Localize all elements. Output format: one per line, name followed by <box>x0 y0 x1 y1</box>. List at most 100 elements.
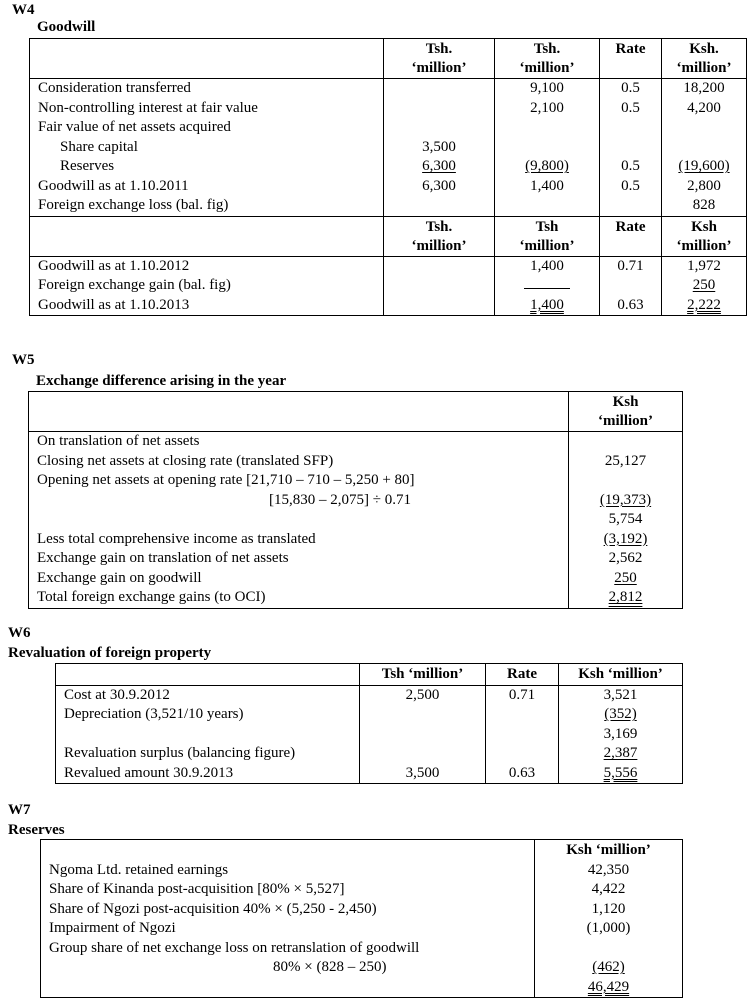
amount-cell: 1,972 <box>661 256 747 276</box>
amount-value: 5,556 <box>603 764 638 781</box>
row-label <box>28 510 569 530</box>
amount-cell: 0.63 <box>485 763 559 784</box>
row-label: Share of Ngozi post-acquisition 40% × (5… <box>40 899 535 919</box>
table-row: On translation of net assets <box>28 431 683 452</box>
table-row: Opening net assets at opening rate [21,7… <box>28 471 683 491</box>
amount-value: (3,192) <box>603 530 648 547</box>
amount-cell <box>485 705 559 725</box>
amount-value: 3,500 <box>405 764 440 781</box>
amount-cell <box>383 118 495 138</box>
amount-value: 3,169 <box>603 725 638 742</box>
table-row: Foreign exchange loss (bal. fig) 828 <box>29 196 747 216</box>
amount-cell: (462) <box>534 958 683 978</box>
column-header: Rate <box>599 215 662 257</box>
amount-value: 0.5 <box>621 80 640 97</box>
row-label: [15,830 – 2,075] ÷ 0.71 <box>28 490 569 510</box>
subtotal-rule <box>524 278 570 290</box>
amount-value: 2,800 <box>687 177 721 194</box>
row-label: Ngoma Ltd. retained earnings <box>40 860 535 880</box>
row-label: Goodwill as at 1.10.2012 <box>29 256 384 276</box>
amount-cell <box>599 276 662 296</box>
column-header: Ksh ‘million’ <box>534 839 683 861</box>
column-header: Tsh ‘million’ <box>359 663 486 686</box>
amount-cell: 2,222 <box>661 295 747 316</box>
table-row: 46,429 <box>40 977 683 998</box>
row-label: Share capital <box>29 137 384 157</box>
header-row: Tsh. ‘million’ Tsh ‘million’ Rate Ksh ‘mill… <box>29 215 747 257</box>
table-row: [15,830 – 2,075] ÷ 0.71 (19,373) <box>28 490 683 510</box>
amount-cell: 5,556 <box>558 763 683 784</box>
amount-cell: 0.63 <box>599 295 662 316</box>
amount-cell: 3,521 <box>558 685 683 705</box>
row-label: Share of Kinanda post-acquisition [80% ×… <box>40 880 535 900</box>
amount-cell: 2,387 <box>558 744 683 764</box>
amount-cell <box>568 431 683 452</box>
row-label: Depreciation (3,521/10 years) <box>55 705 360 725</box>
amount-value: 3,521 <box>603 686 638 703</box>
exchange-difference-table: Ksh ‘million’ On translation of net asset… <box>28 391 683 609</box>
amount-value: 4,200 <box>687 99 721 116</box>
amount-value: 42,350 <box>587 861 630 878</box>
amount-cell: (1,000) <box>534 919 683 939</box>
amount-cell: 1,400 <box>494 256 600 276</box>
row-label: Foreign exchange gain (bal. fig) <box>29 276 384 296</box>
goodwill-table: Tsh. ‘million’ Tsh. ‘million’ Rate Ksh. ‘mi… <box>29 38 747 316</box>
amount-value: 1,120 <box>591 900 626 917</box>
column-header: Ksh ‘million’ <box>661 215 747 257</box>
table-row: Goodwill as at 1.10.2013 1,400 0.63 2,222 <box>29 295 747 316</box>
table-row: 3,169 <box>55 724 683 744</box>
row-label: On translation of net assets <box>28 431 569 452</box>
amount-value: 5,754 <box>608 511 643 528</box>
row-label: Goodwill as at 1.10.2013 <box>29 295 384 316</box>
row-label: Impairment of Ngozi <box>40 919 535 939</box>
amount-value: 4,422 <box>591 881 626 898</box>
amount-cell <box>485 744 559 764</box>
amount-value: 2,222 <box>687 296 721 313</box>
row-label: Exchange gain on translation of net asse… <box>28 549 569 569</box>
amount-value: 0.5 <box>621 177 640 194</box>
table-row: Consideration transferred 9,100 0.5 18,200 <box>29 78 747 99</box>
amount-cell: 0.71 <box>485 685 559 705</box>
column-header <box>40 839 535 861</box>
table-row: 5,754 <box>28 510 683 530</box>
amount-cell: 5,754 <box>568 510 683 530</box>
w5-title: Exchange difference arising in the year <box>36 373 287 389</box>
table-row: Revalued amount 30.9.2013 3,500 0.63 5,556 <box>55 763 683 784</box>
amount-value: 6,300 <box>422 158 456 175</box>
table-row: Group share of net exchange loss on retr… <box>40 938 683 958</box>
row-label: 80% × (828 – 250) <box>40 958 535 978</box>
table-row: 80% × (828 – 250) (462) <box>40 958 683 978</box>
amount-value: 25,127 <box>604 452 647 469</box>
amount-cell: 1,400 <box>494 295 600 316</box>
amount-cell <box>383 196 495 216</box>
table-row: Exchange gain on goodwill 250 <box>28 568 683 588</box>
amount-value: 1,972 <box>687 257 721 274</box>
amount-cell <box>383 256 495 276</box>
table-row: Non-controlling interest at fair value 2,… <box>29 98 747 118</box>
table-row: Share of Ngozi post-acquisition 40% × (5… <box>40 899 683 919</box>
table-row: Impairment of Ngozi (1,000) <box>40 919 683 939</box>
amount-value: 0.5 <box>621 158 640 175</box>
amount-cell: 828 <box>661 196 747 216</box>
amount-value: 0.63 <box>508 764 536 781</box>
amount-cell <box>568 471 683 491</box>
amount-cell <box>661 137 747 157</box>
amount-value: 1,400 <box>530 177 564 194</box>
header-row: Ksh ‘million’ <box>40 839 683 861</box>
amount-cell: (19,373) <box>568 490 683 510</box>
amount-cell: 4,422 <box>534 880 683 900</box>
amount-cell <box>599 118 662 138</box>
column-header: Rate <box>485 663 559 686</box>
amount-value: 2,562 <box>608 550 643 567</box>
amount-cell <box>359 705 486 725</box>
amount-value: 1,400 <box>530 257 564 274</box>
amount-value: 0.71 <box>508 686 536 703</box>
amount-value: 0.63 <box>617 296 644 313</box>
amount-cell: 2,562 <box>568 549 683 569</box>
amount-cell: 1,120 <box>534 899 683 919</box>
amount-cell: (352) <box>558 705 683 725</box>
amount-value: 2,100 <box>530 99 564 116</box>
amount-cell <box>534 938 683 958</box>
column-header <box>29 38 384 79</box>
amount-cell: 3,500 <box>359 763 486 784</box>
